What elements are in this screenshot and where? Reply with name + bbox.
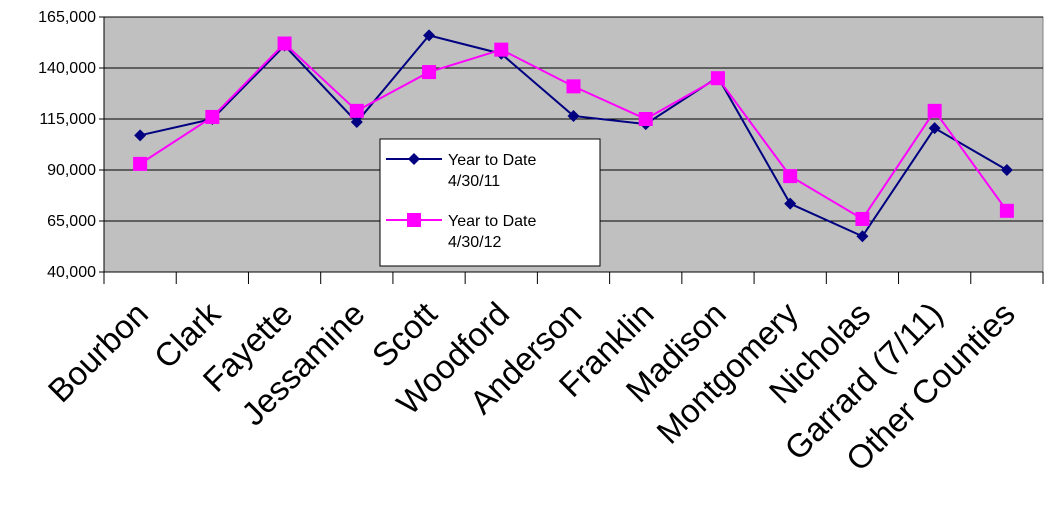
data-point <box>783 169 798 184</box>
data-point <box>1000 164 1013 176</box>
legend-marker <box>408 153 420 165</box>
y-axis: 40,000 65,000 90,000 115,000 140,000 165,000 <box>38 9 105 281</box>
data-point <box>638 112 653 126</box>
data-point <box>566 79 581 94</box>
data-point <box>423 29 436 42</box>
series-2 <box>133 36 1014 226</box>
data-point <box>422 65 437 80</box>
series-layer <box>133 29 1014 243</box>
data-point <box>205 109 220 124</box>
data-point <box>349 103 364 118</box>
data-point <box>784 197 797 210</box>
data-point <box>710 71 725 86</box>
legend: Year to Date 4/30/11 Year to Date 4/30/12 <box>379 138 601 267</box>
data-point <box>133 156 148 171</box>
y-tick-label: 65,000 <box>47 213 96 230</box>
data-point <box>999 203 1014 218</box>
legend-item: Year to Date 4/30/12 <box>386 213 536 251</box>
data-point <box>927 103 942 118</box>
y-tick-label: 115,000 <box>39 111 96 128</box>
data-point <box>350 116 363 129</box>
x-tick-label: Bourbon <box>41 295 155 409</box>
y-tick-label: 165,000 <box>38 9 96 26</box>
y-tick-label: 40,000 <box>47 264 96 281</box>
y-tick-label: 90,000 <box>47 162 96 179</box>
data-point <box>277 36 292 51</box>
legend-label: 4/30/12 <box>448 234 501 251</box>
data-point <box>856 230 869 243</box>
legend-label: 4/30/11 <box>448 173 500 190</box>
legend-label: Year to Date <box>448 152 536 169</box>
legend-item: Year to Date 4/30/11 <box>386 152 536 190</box>
data-point <box>855 211 870 226</box>
data-point <box>928 122 941 135</box>
legend-label: Year to Date <box>448 213 536 230</box>
data-point <box>567 109 580 122</box>
x-axis: BourbonClarkFayetteJessamineScottWoodfor… <box>41 271 1044 478</box>
y-tick-label: 140,000 <box>38 60 96 77</box>
data-point <box>494 42 509 57</box>
legend-marker <box>407 213 421 227</box>
data-point <box>134 129 147 142</box>
